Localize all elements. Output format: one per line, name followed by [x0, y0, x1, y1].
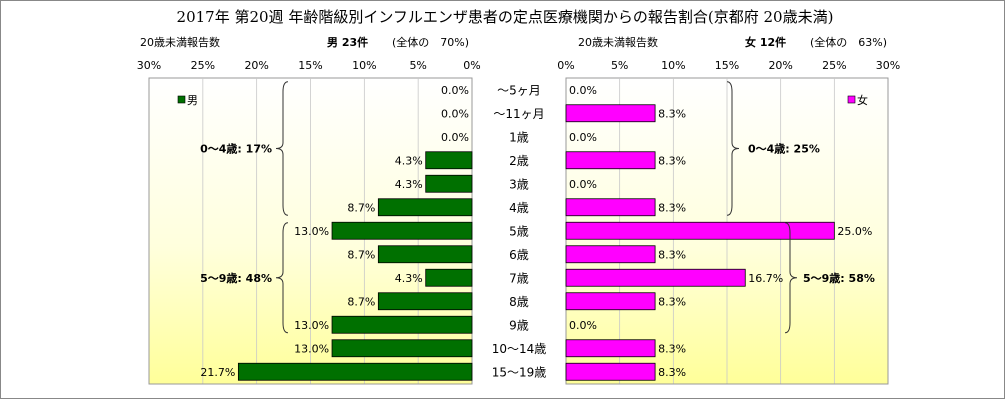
bar	[565, 245, 656, 264]
data-label: 0.0%	[569, 319, 597, 332]
x-tick-label: 0%	[557, 59, 574, 72]
x-tick-label: 15%	[715, 59, 739, 72]
bar	[565, 268, 746, 287]
bar	[565, 198, 656, 217]
x-tick-label: 10%	[352, 59, 376, 72]
x-tick-label: 25%	[191, 59, 215, 72]
x-tick-label: 30%	[876, 59, 900, 72]
bar	[565, 151, 656, 170]
data-label: 13.0%	[294, 225, 329, 238]
category-label: 1歳	[509, 130, 529, 144]
data-label: 13.0%	[294, 319, 329, 332]
category-label: ～5ヶ月	[497, 83, 541, 97]
category-label: 8歳	[509, 295, 529, 309]
data-label: 0.0%	[569, 84, 597, 97]
data-label: 13.0%	[294, 342, 329, 355]
right-total: 女 12件	[745, 35, 786, 49]
bar	[425, 268, 473, 287]
category-label: 9歳	[509, 318, 529, 332]
left-total: 男 23件	[327, 35, 368, 49]
data-label: 8.7%	[347, 201, 375, 214]
data-label: 0.0%	[441, 107, 469, 120]
data-label: 0.0%	[569, 131, 597, 144]
category-label: 5歳	[509, 224, 529, 238]
data-label: 8.3%	[658, 295, 686, 308]
bar	[565, 339, 656, 358]
category-label: 6歳	[509, 248, 529, 262]
category-label: 15～19歳	[492, 365, 547, 379]
data-label: 8.3%	[658, 248, 686, 261]
x-tick-label: 5%	[611, 59, 628, 72]
category-label: ～11ヶ月	[493, 107, 544, 121]
data-label: 4.3%	[395, 154, 423, 167]
bar	[565, 104, 656, 123]
data-label: 4.3%	[395, 272, 423, 285]
data-label: 8.7%	[347, 248, 375, 261]
annotation-label: 5～9歳: 58%	[803, 271, 875, 285]
bar	[331, 221, 473, 240]
data-label: 8.7%	[347, 295, 375, 308]
brace	[784, 222, 798, 334]
legend-swatch	[847, 95, 856, 104]
bar	[331, 339, 473, 358]
data-label: 8.3%	[658, 342, 686, 355]
x-tick-label: 20%	[244, 59, 268, 72]
right-panel: 0% 5% 10% 15% 20% 25% 30% 0.0% 8.3% 0.0% 8.3% 0.0% 8…	[557, 59, 900, 384]
category-label: 7歳	[509, 271, 529, 285]
legend-swatch	[177, 95, 186, 104]
right-share: (全体の 63%)	[810, 35, 887, 49]
bar	[565, 362, 656, 381]
brace	[726, 81, 740, 216]
x-tick-label: 10%	[661, 59, 685, 72]
data-label: 8.3%	[658, 201, 686, 214]
x-tick-label: 15%	[298, 59, 322, 72]
category-label: 10～14歳	[492, 342, 547, 356]
data-label: 21.7%	[200, 366, 235, 379]
bar	[377, 198, 473, 217]
x-tick-label: 0%	[463, 59, 480, 72]
brace	[275, 222, 289, 334]
left-count-label: 20歳未満報告数	[140, 36, 220, 49]
bar	[331, 315, 473, 334]
category-label: 3歳	[509, 177, 529, 191]
left-share: (全体の 70%)	[392, 35, 469, 49]
annotation-label: 0～4歳: 17%	[200, 142, 272, 156]
annotation-label: 5～9歳: 48%	[200, 271, 272, 285]
bar	[565, 292, 656, 311]
bar	[377, 245, 473, 264]
data-label: 8.3%	[658, 107, 686, 120]
bar	[565, 221, 835, 240]
data-label: 25.0%	[837, 225, 872, 238]
category-label: 4歳	[509, 201, 529, 215]
data-label: 4.3%	[395, 178, 423, 191]
chart-title: 2017年 第20週 年齢階級別インフルエンザ患者の定点医療機関からの報告割合(…	[177, 8, 834, 26]
x-tick-label: 30%	[137, 59, 161, 72]
category-label: 2歳	[509, 154, 529, 168]
x-tick-label: 25%	[822, 59, 846, 72]
data-label: 0.0%	[441, 84, 469, 97]
right-count-label: 20歳未満報告数	[578, 36, 658, 49]
data-label: 8.3%	[658, 366, 686, 379]
bar	[425, 174, 473, 193]
bar	[237, 362, 473, 381]
x-tick-label: 20%	[768, 59, 792, 72]
data-label: 16.7%	[748, 272, 783, 285]
data-label: 0.0%	[569, 178, 597, 191]
bar	[425, 151, 473, 170]
data-label: 8.3%	[658, 154, 686, 167]
bar	[377, 292, 473, 311]
legend-label: 女	[857, 93, 868, 107]
category-labels: ～5ヶ月 ～11ヶ月 1歳 2歳 3歳 4歳 5歳 6歳 7歳 8歳 9歳 10～14歳 15～19歳	[492, 83, 547, 379]
data-label: 0.0%	[441, 131, 469, 144]
left-panel: 30% 25% 20% 15% 10% 5% 0% 0.0% 0.0% 0.0% 4.3% 4.3% 8…	[137, 59, 481, 384]
annotation-label: 0～4歳: 25%	[748, 142, 820, 156]
legend-label: 男	[187, 94, 198, 107]
brace	[275, 81, 289, 216]
x-tick-label: 5%	[409, 59, 426, 72]
